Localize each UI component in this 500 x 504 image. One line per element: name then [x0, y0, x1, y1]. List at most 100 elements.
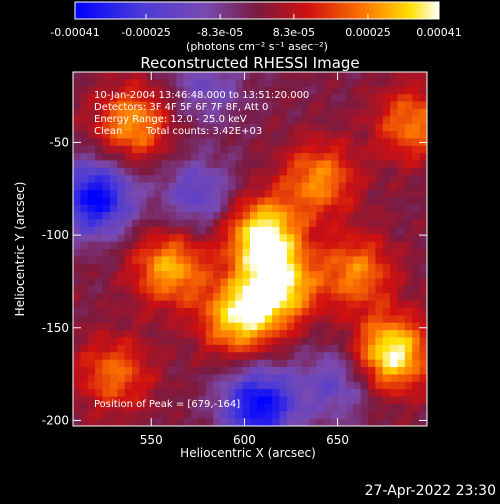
heatmap-cell [198, 396, 207, 405]
heatmap-cell [345, 344, 354, 353]
y-axis-label: Heliocentric Y (arcsec) [13, 182, 27, 317]
heatmap-cell [154, 204, 163, 213]
heatmap-cell [87, 116, 96, 125]
heatmap-cell [205, 359, 214, 368]
heatmap-cell [73, 160, 81, 169]
heatmap-cell [191, 123, 199, 132]
heatmap-cell [220, 234, 229, 243]
heatmap-cell [412, 160, 421, 169]
heatmap-cell [117, 204, 126, 213]
heatmap-cell [73, 182, 81, 191]
heatmap-cell [73, 212, 81, 221]
heatmap-cell [161, 330, 170, 339]
heatmap-cell [286, 359, 295, 368]
heatmap-cell [309, 167, 317, 176]
colorbar-tick-label: 0.00041 [416, 26, 462, 39]
heatmap-cell [272, 330, 281, 339]
heatmap-cell [205, 367, 214, 375]
heatmap-cell [323, 271, 332, 280]
heatmap-cell [331, 94, 340, 103]
heatmap-cell [316, 167, 325, 176]
heatmap-cell [220, 79, 229, 88]
heatmap-cell [419, 226, 427, 235]
heatmap-cell [161, 94, 170, 103]
heatmap-cell [286, 167, 295, 176]
heatmap-cell [368, 226, 376, 235]
heatmap-cell [87, 396, 96, 405]
heatmap-cell [368, 352, 376, 361]
heatmap-cell [397, 418, 406, 426]
heatmap-cell [242, 337, 251, 346]
heatmap-cell [323, 234, 332, 243]
heatmap-cell [213, 322, 222, 331]
heatmap-cell [132, 308, 140, 316]
heatmap-cell [242, 308, 251, 316]
heatmap-cell [301, 374, 310, 383]
heatmap-cell [353, 116, 362, 125]
heatmap-cell [154, 308, 163, 316]
heatmap-cell [161, 108, 170, 117]
heatmap-cell [309, 256, 317, 265]
heatmap-cell [250, 123, 258, 132]
heatmap-cell [235, 278, 244, 287]
heatmap-cell [146, 160, 155, 169]
heatmap-cell [272, 101, 281, 110]
heatmap-cell [220, 367, 229, 375]
heatmap-cell [316, 322, 325, 331]
heatmap-cell [235, 234, 244, 243]
heatmap-cell [154, 175, 163, 184]
heatmap-cell [87, 389, 96, 398]
heatmap-cell [87, 219, 96, 228]
heatmap-cell [161, 308, 170, 316]
heatmap-cell [338, 396, 347, 405]
heatmap-cell [353, 204, 362, 213]
heatmap-cell [375, 94, 384, 103]
heatmap-cell [264, 131, 273, 139]
heatmap-cell [220, 131, 229, 139]
heatmap-cell [191, 234, 199, 243]
heatmap-cell [368, 278, 376, 287]
heatmap-cell [294, 300, 303, 309]
heatmap-cell [419, 123, 427, 132]
heatmap-cell [257, 182, 266, 191]
heatmap-cell [198, 337, 207, 346]
heatmap-cell [235, 285, 244, 294]
heatmap-cell [168, 293, 177, 302]
heatmap-cell [360, 131, 369, 139]
heatmap-cell [168, 256, 177, 265]
heatmap-cell [323, 293, 332, 302]
heatmap-cell [323, 175, 332, 184]
heatmap-cell [404, 308, 413, 316]
heatmap-cell [109, 271, 118, 280]
heatmap-cell [368, 381, 376, 390]
heatmap-cell [309, 197, 317, 206]
heatmap-cell [198, 190, 207, 198]
heatmap-cell [390, 145, 399, 154]
heatmap-cell [117, 367, 126, 375]
heatmap-cell [294, 352, 303, 361]
heatmap-cell [87, 352, 96, 361]
heatmap-cell [419, 241, 427, 250]
heatmap-cell [80, 285, 89, 294]
heatmap-cell [286, 396, 295, 405]
heatmap-cell [375, 344, 384, 353]
heatmap-cell [80, 138, 89, 147]
heatmap-cell [191, 153, 199, 162]
heatmap-cell [139, 330, 148, 339]
heatmap-cell [309, 101, 317, 110]
heatmap-cell [87, 226, 96, 235]
heatmap-cell [294, 153, 303, 162]
heatmap-cell [272, 79, 281, 88]
heatmap-cell [242, 145, 251, 154]
heatmap-cell [213, 131, 222, 139]
heatmap-cell [176, 219, 185, 228]
heatmap-cell [301, 352, 310, 361]
heatmap-cell [316, 145, 325, 154]
heatmap-cell [257, 374, 266, 383]
heatmap-cell [272, 256, 281, 265]
heatmap-cell [390, 308, 399, 316]
heatmap-cell [272, 226, 281, 235]
heatmap-cell [250, 278, 258, 287]
heatmap-cell [95, 293, 104, 302]
heatmap-cell [279, 219, 288, 228]
